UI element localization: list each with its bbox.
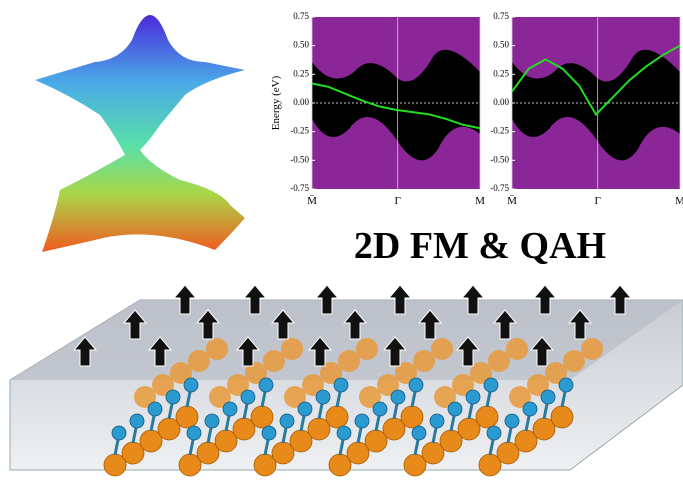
atom-orange <box>263 350 285 372</box>
y-tick-label: 0.00 <box>293 97 309 107</box>
atom-orange <box>176 406 198 428</box>
atom-blue <box>484 378 498 392</box>
atom-blue <box>316 390 330 404</box>
y-tick-label: -0.50 <box>290 154 309 164</box>
x-tick-label: Γ <box>595 195 601 207</box>
band-panel: -0.75 -0.50 -0.25 0.00 0.25 0.50 0.75 M̄ Γ M Energ… <box>270 11 485 207</box>
atom-blue <box>280 414 294 428</box>
figure: 2D FM & QAH -0.75 -0.50 -0.25 0.00 0.25 0.50 0… <box>0 0 683 489</box>
atom-blue <box>448 402 462 416</box>
atom-orange <box>401 406 423 428</box>
atom-blue <box>487 426 501 440</box>
atom-blue <box>541 390 555 404</box>
atom-blue <box>259 378 273 392</box>
atom-orange <box>506 338 528 360</box>
atom-orange <box>551 406 573 428</box>
atom-orange <box>413 350 435 372</box>
x-tick-label: M̄ <box>307 195 317 207</box>
atom-orange <box>476 406 498 428</box>
atom-orange <box>563 350 585 372</box>
atom-blue <box>337 426 351 440</box>
y-tick-label: 0.75 <box>493 11 509 21</box>
atom-orange <box>581 338 603 360</box>
atom-blue <box>409 378 423 392</box>
atom-orange <box>188 350 210 372</box>
band-surface <box>35 15 245 252</box>
atom-blue <box>187 426 201 440</box>
atom-blue <box>205 414 219 428</box>
y-tick-label: 0.50 <box>493 40 509 50</box>
atom-blue <box>505 414 519 428</box>
y-tick-label: 0.25 <box>493 68 509 78</box>
atom-blue <box>166 390 180 404</box>
band-panel: -0.75 -0.50 -0.25 0.00 0.25 0.50 0.75 M̄ Γ M <box>490 11 683 207</box>
atom-orange <box>356 338 378 360</box>
x-tick-label: Γ <box>395 195 401 207</box>
figure-title: 2D FM & QAH <box>354 225 606 267</box>
y-axis-label: Energy (eV) <box>270 75 282 130</box>
atom-blue <box>262 426 276 440</box>
y-tick-label: 0.75 <box>293 11 309 21</box>
atom-blue <box>559 378 573 392</box>
y-tick-label: -0.50 <box>490 154 509 164</box>
y-tick-label: -0.75 <box>290 183 309 193</box>
y-tick-label: -0.25 <box>290 126 309 136</box>
y-tick-label: 0.50 <box>293 40 309 50</box>
atom-blue <box>298 402 312 416</box>
atom-blue <box>523 402 537 416</box>
atom-blue <box>148 402 162 416</box>
y-tick-label: -0.75 <box>490 183 509 193</box>
atom-orange <box>488 350 510 372</box>
atom-blue <box>373 402 387 416</box>
atom-orange <box>338 350 360 372</box>
y-tick-label: -0.25 <box>490 126 509 136</box>
atom-blue <box>391 390 405 404</box>
crystal-slab <box>10 285 683 476</box>
atom-blue <box>130 414 144 428</box>
atom-blue <box>466 390 480 404</box>
y-tick-label: 0.00 <box>493 97 509 107</box>
x-tick-label: M̄ <box>507 195 517 207</box>
atom-blue <box>334 378 348 392</box>
y-tick-label: 0.25 <box>293 68 309 78</box>
atom-blue <box>430 414 444 428</box>
x-tick-label: M <box>475 195 485 207</box>
atom-blue <box>412 426 426 440</box>
atom-blue <box>112 426 126 440</box>
atom-blue <box>223 402 237 416</box>
atom-orange <box>251 406 273 428</box>
atom-orange <box>281 338 303 360</box>
atom-blue <box>184 378 198 392</box>
atom-blue <box>241 390 255 404</box>
x-tick-label: M <box>675 195 683 207</box>
atom-orange <box>326 406 348 428</box>
atom-orange <box>206 338 228 360</box>
dirac-surface <box>35 15 245 252</box>
atom-blue <box>355 414 369 428</box>
atom-orange <box>431 338 453 360</box>
